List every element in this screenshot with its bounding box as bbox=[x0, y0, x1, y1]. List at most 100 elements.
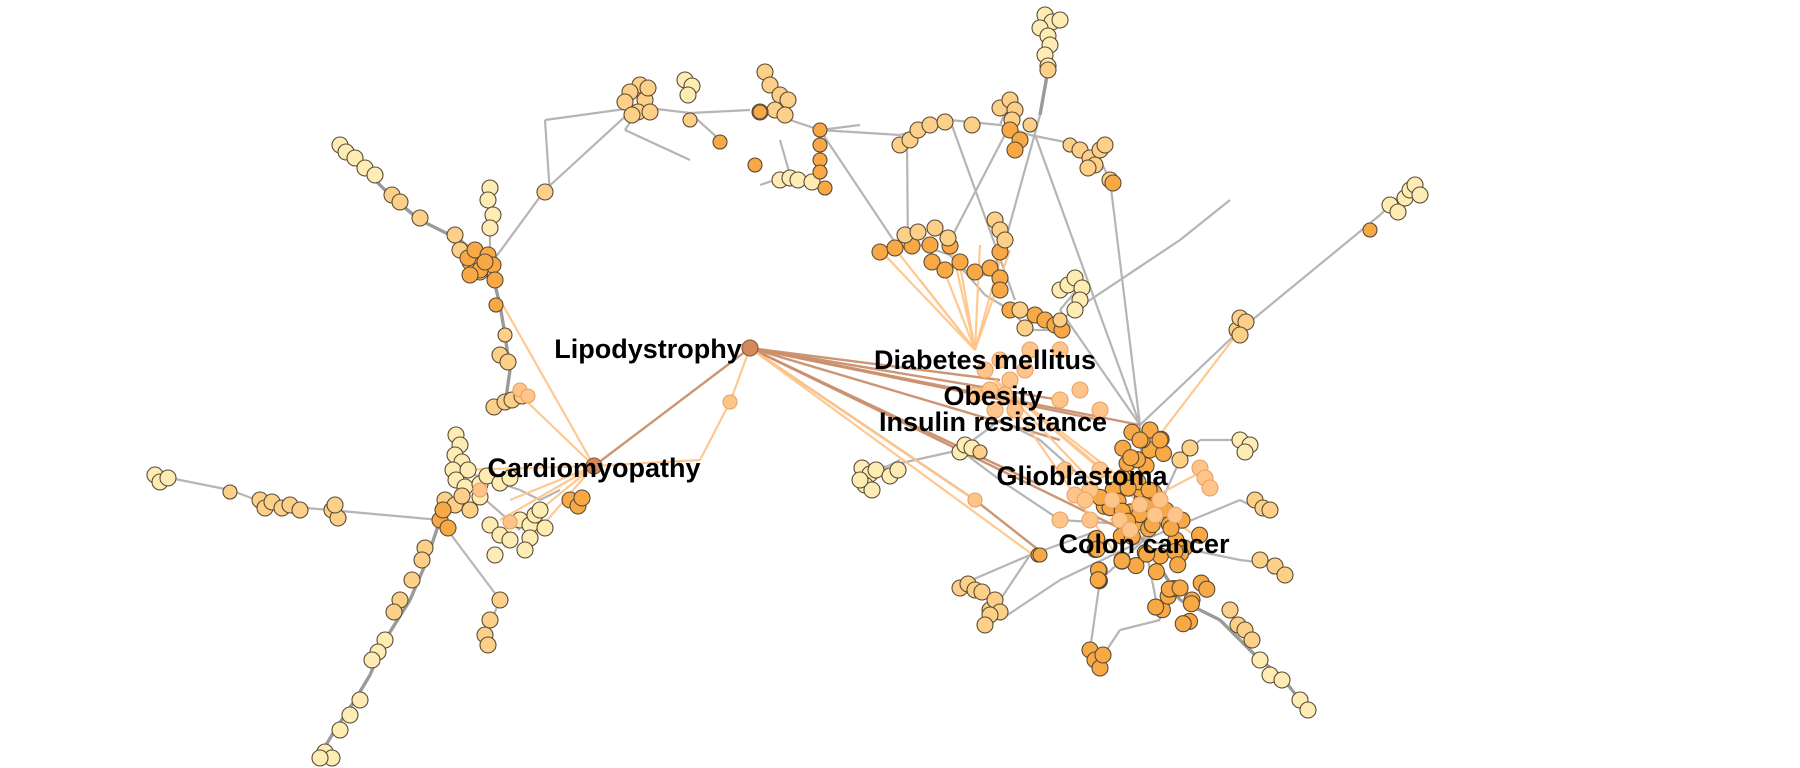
network-node bbox=[976, 616, 994, 634]
lipodystrophy-edge bbox=[749, 346, 1001, 382]
network-edge bbox=[999, 479, 1061, 521]
network-node bbox=[486, 271, 504, 289]
network-node bbox=[461, 501, 479, 519]
network-node bbox=[1251, 551, 1269, 569]
network-node bbox=[479, 636, 497, 654]
network-node bbox=[403, 571, 421, 589]
network-node bbox=[1088, 540, 1106, 558]
network-node bbox=[391, 193, 409, 211]
network-node bbox=[1094, 646, 1112, 664]
network-edge bbox=[778, 139, 792, 176]
network-node bbox=[1191, 526, 1209, 544]
network-node bbox=[1121, 521, 1139, 539]
network-node bbox=[1016, 361, 1034, 379]
network-edge bbox=[1218, 618, 1242, 642]
glioblastoma-label: Glioblastoma bbox=[996, 461, 1168, 491]
network-node bbox=[159, 469, 177, 487]
network-node bbox=[1091, 461, 1109, 479]
network-node bbox=[1089, 571, 1107, 589]
network-node bbox=[1181, 439, 1199, 457]
network-node bbox=[812, 164, 828, 180]
network-node bbox=[951, 253, 969, 271]
network-node bbox=[446, 226, 464, 244]
network-node bbox=[1182, 595, 1200, 613]
network-node bbox=[981, 381, 999, 399]
network-node bbox=[1011, 301, 1029, 319]
network-node bbox=[986, 401, 1004, 419]
diabetes-edge bbox=[879, 249, 976, 351]
network-node bbox=[1299, 701, 1317, 719]
network-node bbox=[486, 546, 504, 564]
network-node bbox=[747, 157, 763, 173]
colon-edge bbox=[1109, 329, 1241, 501]
network-node bbox=[991, 281, 1009, 299]
lipodystrophy-label: Lipodystrophy bbox=[554, 334, 742, 364]
network-node bbox=[516, 541, 534, 559]
network-node bbox=[779, 91, 797, 109]
network-node bbox=[996, 386, 1014, 404]
network-node bbox=[366, 166, 384, 184]
network-node bbox=[1006, 141, 1024, 159]
network-node bbox=[1276, 566, 1294, 584]
lipodystrophy-edge bbox=[728, 347, 752, 403]
network-node bbox=[812, 137, 828, 153]
network-edge bbox=[1059, 309, 1141, 426]
network-node bbox=[817, 180, 833, 196]
network-node bbox=[520, 388, 536, 404]
network-node bbox=[439, 519, 457, 537]
network-edge bbox=[624, 129, 691, 161]
cardiomyopathy-edge bbox=[499, 299, 595, 467]
network-edge bbox=[1033, 134, 1142, 426]
network-node bbox=[472, 482, 488, 498]
network-node bbox=[1251, 651, 1269, 669]
network-node bbox=[991, 351, 1009, 369]
network-node bbox=[1198, 580, 1216, 598]
network-node bbox=[1066, 301, 1084, 319]
network-node bbox=[413, 551, 431, 569]
network-node bbox=[939, 229, 957, 247]
network-node bbox=[491, 591, 509, 609]
network-node bbox=[461, 266, 479, 284]
network-node bbox=[1032, 547, 1048, 563]
network-node bbox=[411, 209, 429, 227]
network-node bbox=[889, 461, 907, 479]
cardiomyopathy-label: Cardiomyopathy bbox=[487, 453, 700, 483]
network-node bbox=[1103, 491, 1121, 509]
network-edge bbox=[999, 579, 1061, 621]
network-node bbox=[311, 749, 329, 767]
network-node bbox=[479, 191, 497, 209]
network-node bbox=[573, 489, 591, 507]
lipodystrophy-cardiomyopathy-edge bbox=[593, 347, 751, 467]
network-node bbox=[1138, 545, 1156, 563]
network-edge bbox=[1239, 214, 1381, 331]
network-node bbox=[476, 253, 494, 271]
cardiomyopathy-edge bbox=[593, 458, 701, 468]
network-node bbox=[923, 253, 941, 271]
diabetes-edge bbox=[973, 244, 982, 351]
network-node bbox=[1236, 443, 1254, 461]
network-node bbox=[363, 651, 381, 669]
network-node bbox=[863, 481, 881, 499]
network-node bbox=[531, 501, 549, 519]
network-node bbox=[488, 297, 504, 313]
network-node bbox=[1362, 222, 1378, 238]
lipodystrophy-edge bbox=[749, 347, 976, 501]
cardiomyopathy-node bbox=[585, 457, 603, 475]
network-node bbox=[936, 261, 954, 279]
network-node bbox=[812, 122, 828, 138]
network-node bbox=[453, 487, 471, 505]
network-node bbox=[1147, 598, 1165, 616]
network-node bbox=[1051, 391, 1069, 409]
insulin-resistance-label: Insulin resistance bbox=[879, 407, 1107, 437]
lipodystrophy-node bbox=[741, 339, 759, 357]
network-node bbox=[1056, 461, 1074, 479]
diabetes-edge bbox=[994, 379, 1161, 521]
network-node bbox=[641, 103, 659, 121]
network-node bbox=[921, 116, 939, 134]
network-node bbox=[481, 219, 499, 237]
lipodystrophy-edge bbox=[699, 401, 731, 461]
network-node bbox=[1261, 501, 1279, 519]
network-node bbox=[1171, 451, 1189, 469]
network-node bbox=[996, 231, 1014, 249]
